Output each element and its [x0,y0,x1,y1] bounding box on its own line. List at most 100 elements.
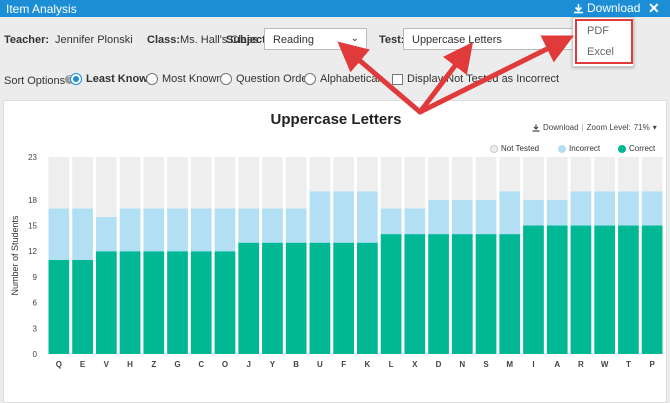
bar-not-tested [119,157,141,209]
x-tick-label: W [601,360,609,369]
bar-incorrect [95,216,117,252]
bar-correct [428,234,449,354]
bar-correct [404,234,426,354]
bar-not-tested [262,157,283,209]
bar-not-tested [333,157,354,192]
sort-question-order[interactable]: Question Order [220,73,311,85]
bar-incorrect [357,191,378,243]
x-tick-label: R [578,360,584,369]
filters-row: Teacher: Jennifer Plonski Class: Ms. Hal… [0,25,670,55]
bar-incorrect [380,208,402,235]
bar-incorrect [594,191,616,226]
bar-not-tested [48,157,70,209]
legend-correct[interactable]: Correct [618,144,655,153]
download-icon [574,3,583,13]
chart-tools: Download | Zoom Level: 71% ▾ [532,123,657,132]
x-tick-label: U [317,360,323,369]
bar-not-tested [214,157,236,209]
x-tick-label: N [459,360,465,369]
teacher-value: Jennifer Plonski [55,34,133,46]
bar-not-tested [404,157,426,209]
bar-not-tested [285,157,307,209]
bar-correct [499,234,521,354]
y-tick-label: 12 [28,247,37,256]
bar-incorrect [618,191,639,226]
bar-not-tested [238,157,260,209]
bar-not-tested [357,157,378,192]
display-not-tested-checkbox[interactable]: Display Not Tested as Incorrect [392,73,559,85]
radio-icon [146,73,158,85]
sort-least-known-label: Least Known [86,73,155,85]
sort-most-known[interactable]: Most Known [146,73,223,85]
bar-incorrect [523,199,544,226]
sort-alphabetical[interactable]: Alphabetical [304,73,380,85]
zoom-value[interactable]: 71% [633,123,650,132]
bar-not-tested [594,157,616,192]
bar-correct [143,251,165,354]
bar-not-tested [428,157,449,200]
bar-correct [119,251,141,354]
bar-correct [618,225,639,354]
x-tick-label: O [222,360,228,369]
y-tick-label: 6 [33,299,38,308]
bar-not-tested [380,157,402,209]
bar-not-tested [72,157,93,209]
bar-correct [190,251,212,354]
legend-not-tested[interactable]: Not Tested [490,144,539,153]
window-title: Item Analysis [6,2,77,16]
sort-most-known-label: Most Known [162,73,223,85]
menu-item-excel[interactable]: Excel [587,46,614,58]
bar-correct [380,234,402,354]
download-label: Download [587,1,641,15]
chart-download-link[interactable]: Download [543,123,579,132]
chevron-down-icon[interactable]: ▾ [652,123,657,132]
menu-item-pdf[interactable]: PDF [587,25,609,37]
download-menu: PDF Excel [572,17,634,67]
legend-swatch [618,144,626,153]
class-label: Class: [147,34,181,46]
sort-least-known[interactable]: Least Known [70,73,154,85]
bar-correct [333,242,354,354]
close-icon[interactable]: ✕ [648,0,660,16]
legend-correct-label: Correct [629,144,656,153]
x-tick-label: Y [270,360,276,369]
download-button[interactable]: Download [573,1,640,15]
bar-incorrect [570,191,592,226]
x-tick-label: K [364,360,370,369]
chart-panel: 0 3 6 9 12 15 18 23 Number of Students Q E V H Z G C O J Y… [3,100,667,403]
bar-correct [214,251,236,354]
x-tick-label: G [174,360,180,369]
bar-not-tested [167,157,188,209]
test-select[interactable]: Uppercase Letters [403,28,573,50]
bar-correct [238,242,260,354]
y-tick-label: 3 [33,324,38,333]
bar-incorrect [428,199,449,235]
bar-correct [570,225,592,354]
bar-correct [594,225,616,354]
bar-not-tested [190,157,212,209]
zoom-label: Zoom Level: [586,123,631,132]
bar-incorrect [546,199,568,226]
highlight-box [575,19,633,64]
sort-alphabetical-label: Alphabetical [320,73,380,85]
x-tick-label: X [412,360,418,369]
x-tick-label: T [626,360,631,369]
bar-incorrect [333,191,354,243]
legend-incorrect[interactable]: Incorrect [558,144,600,153]
help-icon[interactable]: ? [65,75,75,84]
bar-incorrect [214,208,236,252]
bar-correct [167,251,188,354]
legend-not-tested-label: Not Tested [501,144,540,153]
x-tick-label: P [649,360,655,369]
bar-correct [95,251,117,354]
bar-not-tested [499,157,521,192]
bar-correct [262,242,283,354]
bar-incorrect [119,208,141,252]
subject-select[interactable]: Reading ⌄ [264,28,367,50]
bar-correct [72,259,93,354]
sort-question-order-label: Question Order [236,73,312,85]
bar-incorrect [499,191,521,235]
x-tick-label: L [389,360,394,369]
bar-not-tested [309,157,331,192]
x-tick-label: Q [56,360,62,369]
